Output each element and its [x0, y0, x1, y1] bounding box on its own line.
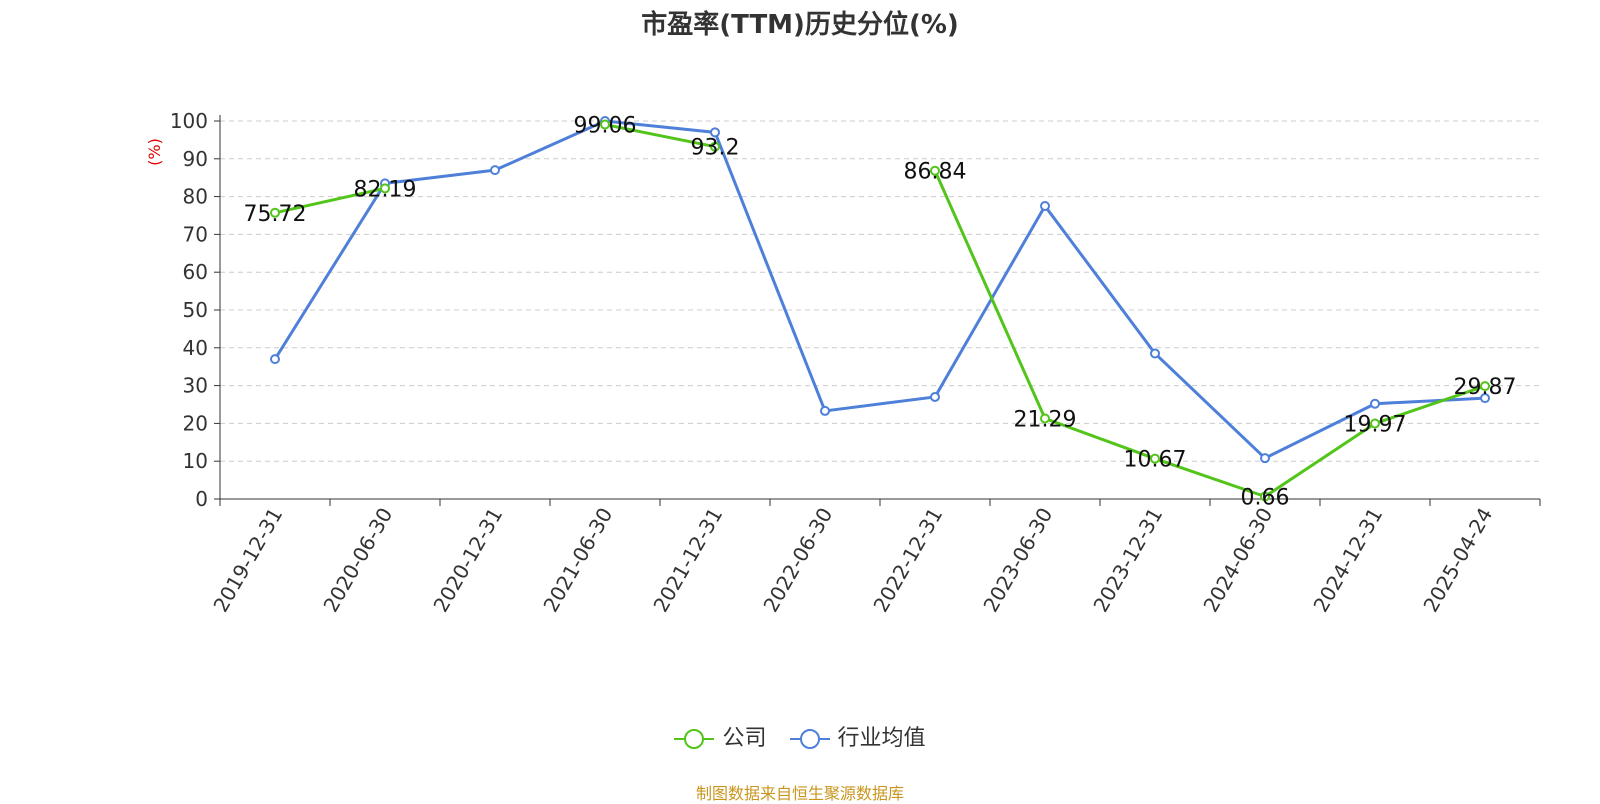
legend-label-company: 公司 — [722, 726, 767, 751]
x-tick-label: 2019-12-31 — [208, 504, 287, 617]
y-tick-label: 50 — [183, 298, 208, 322]
data-point-company[interactable] — [1260, 491, 1270, 502]
data-label: 19.97 — [1344, 413, 1407, 438]
data-point-industry[interactable] — [1150, 348, 1160, 359]
data-point-industry[interactable] — [1260, 453, 1270, 464]
source-note: 制图数据来自恒生聚源数据库 — [695, 784, 904, 803]
x-tick-label: 2024-06-30 — [1198, 504, 1277, 617]
data-point-industry[interactable] — [270, 354, 280, 365]
y-axis-label: (%) — [145, 138, 164, 166]
data-point-company[interactable] — [1040, 413, 1050, 424]
data-point-company[interactable] — [710, 141, 720, 152]
data-label: 99.06 — [574, 114, 637, 139]
y-tick-label: 70 — [183, 222, 208, 246]
legend-item-company[interactable]: 公司 — [674, 720, 767, 752]
data-point-company[interactable] — [1150, 453, 1160, 464]
data-label: 29.87 — [1454, 375, 1517, 400]
data-labels: 75.72 82.19 99.06 93.2 86.84 21.29 10.67 0.66 19… — [244, 114, 1517, 511]
x-tick-label: 2025-04-24 — [1418, 504, 1497, 617]
x-tick-label: 2021-06-30 — [538, 504, 617, 617]
legend-industry-marker-icon — [789, 729, 830, 749]
data-point-industry[interactable] — [1040, 201, 1050, 212]
y-tick-label: 80 — [183, 185, 208, 209]
data-point-company[interactable] — [380, 183, 390, 194]
x-tick-label: 2020-12-31 — [428, 504, 507, 617]
data-point-industry[interactable] — [710, 127, 720, 138]
y-tick-label: 0 — [195, 487, 208, 511]
x-tick-label: 2020-06-30 — [318, 504, 397, 617]
data-label: 82.19 — [354, 177, 417, 202]
data-label: 93.2 — [691, 136, 740, 161]
data-point-industry[interactable] — [1370, 398, 1380, 409]
y-tick-label: 10 — [183, 449, 208, 473]
x-tick-label: 2024-12-31 — [1308, 504, 1387, 617]
y-tick-label: 30 — [183, 374, 208, 398]
x-tick-label: 2023-06-30 — [978, 504, 1057, 617]
legend-company-marker-icon — [674, 729, 715, 749]
data-point-industry[interactable] — [820, 405, 830, 416]
data-point-industry[interactable] — [930, 391, 940, 402]
x-tick-label: 2021-12-31 — [648, 504, 727, 617]
data-label: 86.84 — [904, 160, 967, 185]
data-label: 10.67 — [1124, 448, 1187, 473]
series-line-company — [274, 186, 386, 215]
data-label: 0.66 — [1241, 486, 1290, 511]
legend: 公司 行业均值 — [0, 720, 1600, 752]
data-point-company[interactable] — [930, 165, 940, 176]
data-label: 21.29 — [1014, 408, 1077, 433]
legend-item-industry[interactable]: 行业均值 — [789, 720, 926, 752]
data-point-industry[interactable] — [1480, 393, 1490, 404]
series-line-industry — [273, 119, 1486, 460]
series — [270, 116, 1490, 502]
series-line-company — [933, 170, 1486, 499]
legend-label-industry: 行业均值 — [837, 726, 926, 751]
y-tick-label: 90 — [183, 147, 208, 171]
x-tick-label: 2023-12-31 — [1088, 504, 1167, 617]
gridlines — [220, 120, 1540, 462]
x-tick-label: 2022-12-31 — [868, 504, 947, 617]
x-tick-label: 2022-06-30 — [758, 504, 837, 617]
data-point-company[interactable] — [1480, 381, 1490, 392]
y-tick-label: 40 — [183, 336, 208, 360]
series-line-company — [604, 123, 716, 149]
chart-title: 市盈率(TTM)历史分位(%) — [641, 10, 959, 40]
data-point-company[interactable] — [1370, 418, 1380, 429]
data-point-company[interactable] — [600, 119, 610, 130]
data-label: 75.72 — [244, 202, 307, 227]
y-tick-label: 60 — [183, 260, 208, 284]
data-point-company[interactable] — [270, 207, 280, 218]
data-point-industry[interactable] — [490, 165, 500, 176]
y-tick-label: 100 — [170, 109, 208, 133]
y-tick-label: 20 — [183, 411, 208, 435]
